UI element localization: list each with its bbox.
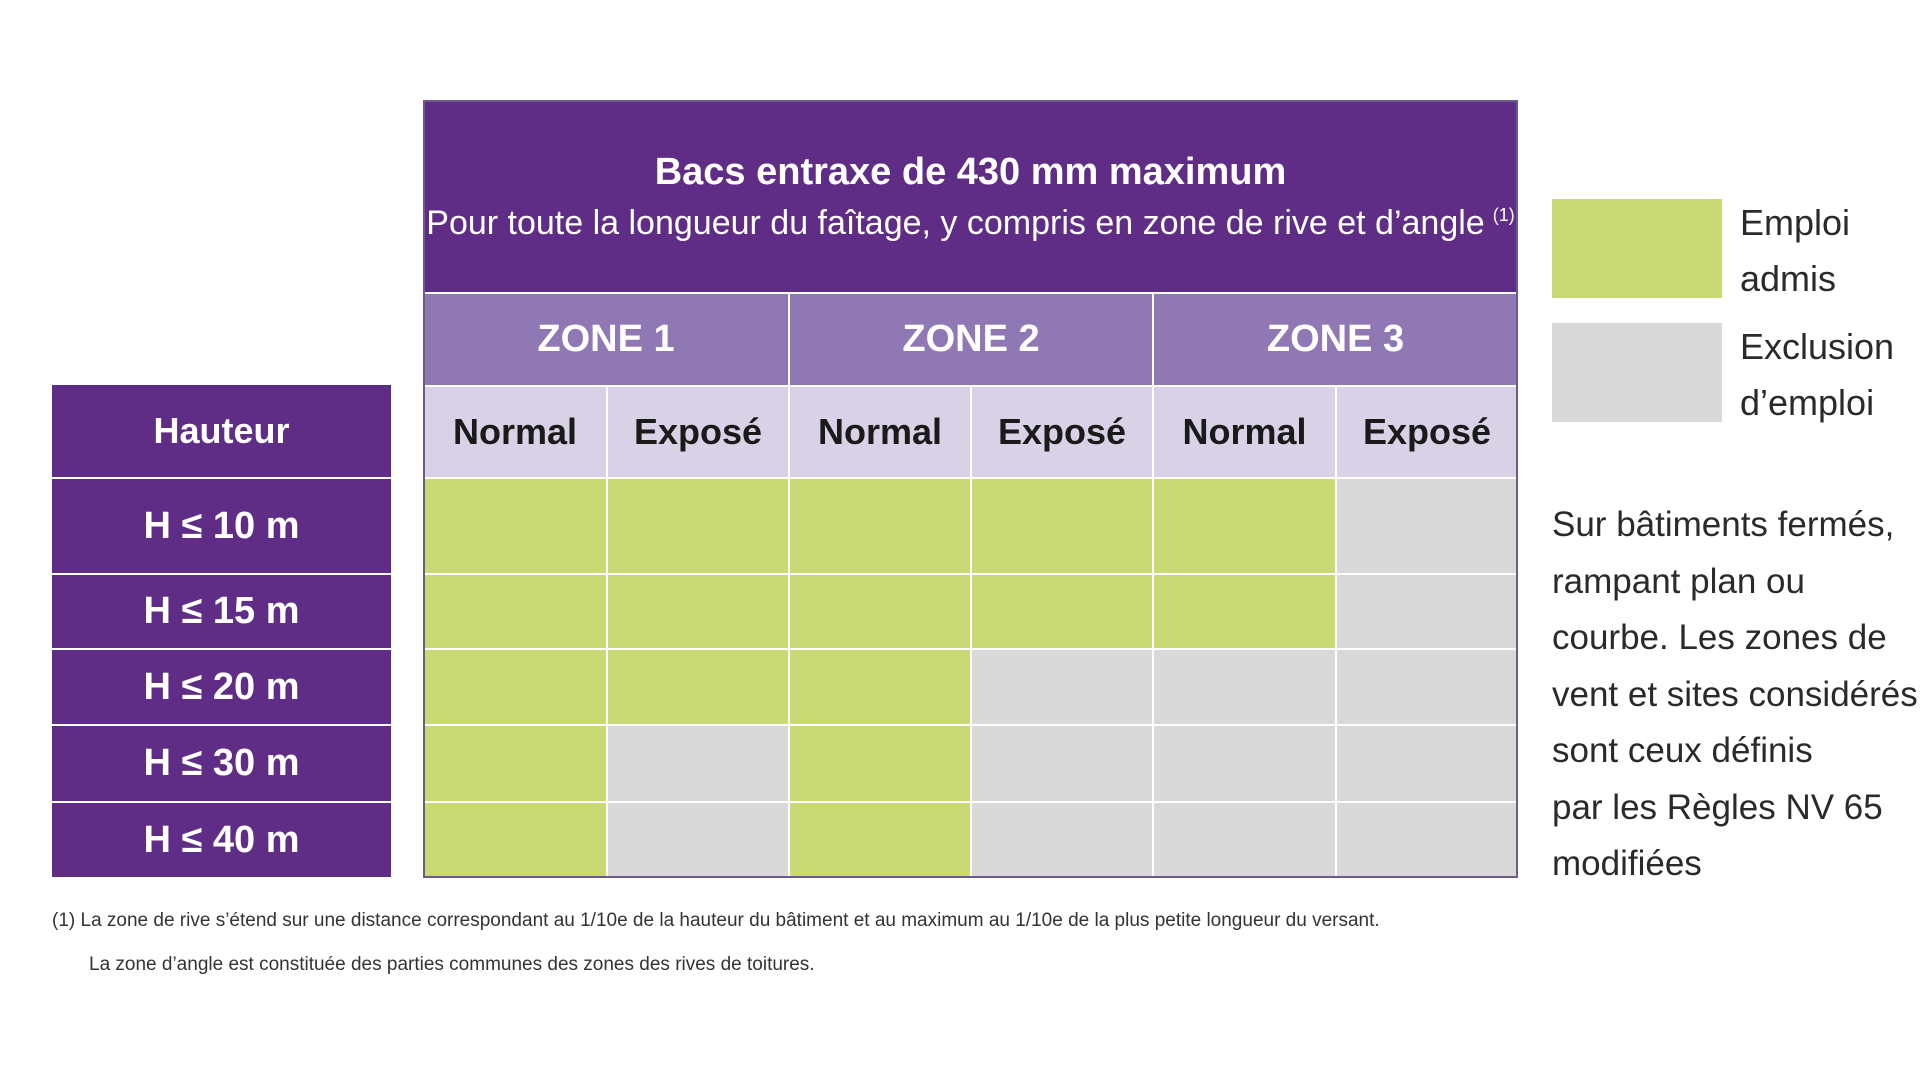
table-header: Bacs entraxe de 430 mm maximum Pour toute… [424, 101, 1517, 292]
legend-swatch [1552, 199, 1722, 298]
table-cell [1152, 648, 1335, 724]
table-cell [1335, 477, 1517, 573]
column-header: Exposé [970, 385, 1152, 477]
table-cell [1335, 573, 1517, 648]
table-cell [1335, 724, 1517, 801]
header-title: Bacs entraxe de 430 mm maximum [654, 150, 1287, 193]
table-cell [424, 724, 606, 801]
note-line: Sur bâtiments fermés, [1552, 505, 1895, 544]
legend-label: Exclusion d’emploi [1740, 326, 1895, 423]
column-header: Normal [788, 385, 970, 477]
table-cell [606, 573, 788, 648]
table-cell [424, 648, 606, 724]
legend-label: Emploi admis [1740, 202, 1851, 299]
note-line: par les Règles NV 65 [1552, 787, 1883, 827]
footnote-line: (1) La zone de rive s’étend sur une dist… [52, 910, 1380, 931]
table-cell [606, 648, 788, 724]
table-cell [788, 648, 970, 724]
column-header: Exposé [1335, 385, 1517, 477]
row-label: H ≤ 15 m [52, 573, 391, 648]
table-cell [788, 573, 970, 648]
note-line: vent et sites considérés [1552, 674, 1918, 714]
header-subtitle: Pour toute la longueur du faîtage, y com… [426, 203, 1485, 242]
legend-swatch [1552, 323, 1722, 422]
table-cell [1152, 477, 1335, 573]
note-line: modifiées [1552, 844, 1702, 883]
table-cell [1152, 724, 1335, 801]
row-label: H ≤ 20 m [52, 648, 391, 724]
note-line: rampant plan ou [1552, 561, 1805, 601]
table-cell [970, 648, 1152, 724]
column-header: Normal [424, 385, 606, 477]
table-cell [788, 477, 970, 573]
table-cell [424, 801, 606, 877]
table-cell [1335, 801, 1517, 877]
table-cell [606, 724, 788, 801]
table-cell [606, 477, 788, 573]
footnote-marker: (1) [1492, 205, 1515, 226]
column-header: Exposé [606, 385, 788, 477]
table-cell [970, 477, 1152, 573]
table-cell [788, 801, 970, 877]
row-label: H ≤ 10 m [52, 477, 391, 573]
table-cell [424, 573, 606, 648]
table-cell [1152, 801, 1335, 877]
row-header: Hauteur [52, 385, 391, 477]
table-cell [1335, 648, 1517, 724]
footnote-line: La zone d’angle est constituée des parti… [89, 954, 815, 975]
table-cell [788, 724, 970, 801]
note-line: sont ceux définis [1552, 731, 1813, 770]
table-cell [606, 801, 788, 877]
zone-header: ZONE 1 [424, 292, 788, 385]
note-line: courbe. Les zones de [1552, 618, 1887, 657]
table-cell [424, 477, 606, 573]
column-header: Normal [1152, 385, 1335, 477]
header-subtitle-line: Pour toute la longueur du faîtage, y com… [426, 204, 1514, 243]
row-label: H ≤ 40 m [52, 801, 391, 877]
row-label: H ≤ 30 m [52, 724, 391, 801]
table-cell [970, 573, 1152, 648]
table-cell [970, 724, 1152, 801]
zone-header: ZONE 3 [1152, 292, 1517, 385]
table-cell [970, 801, 1152, 877]
zone-header: ZONE 2 [788, 292, 1152, 385]
table-cell [1152, 573, 1335, 648]
